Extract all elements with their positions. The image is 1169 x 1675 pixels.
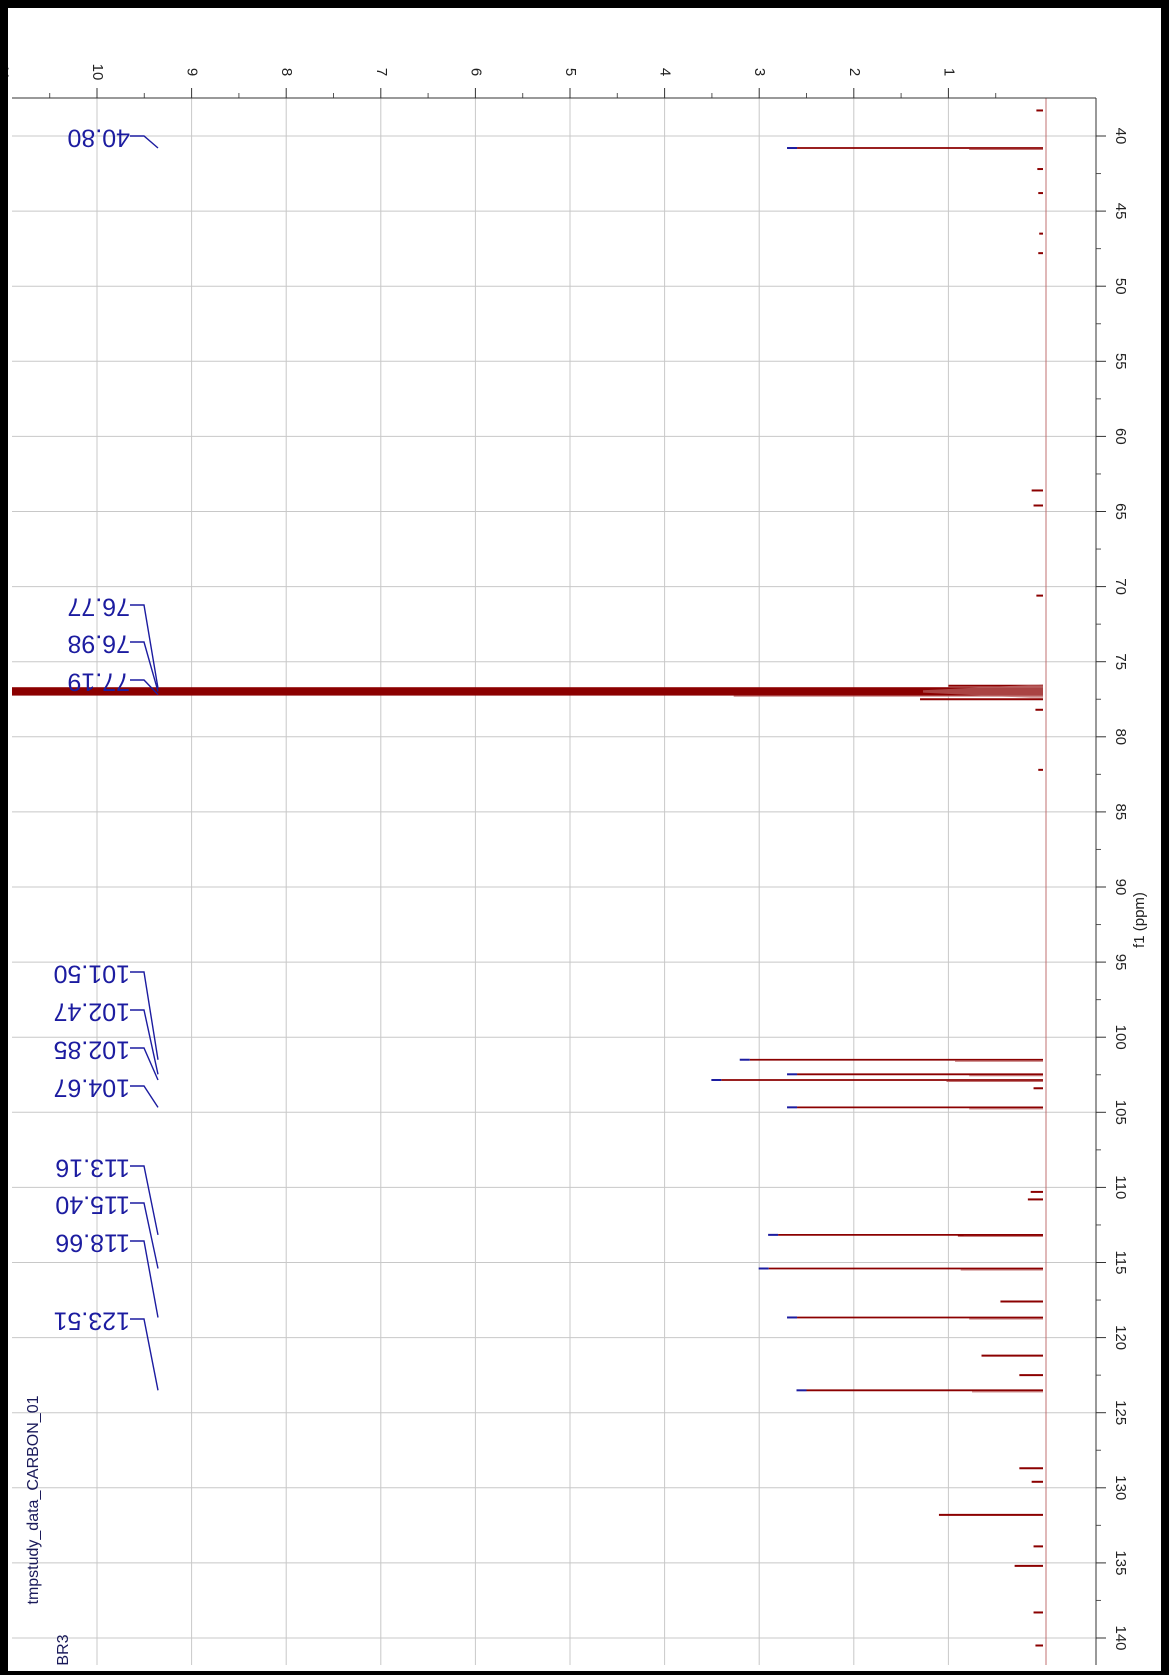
peak-label: 77.19 [67,667,130,695]
peak-label: 115.40 [55,1190,130,1218]
peak-connector [130,1240,159,1318]
x-tick-label: 100 [1112,1025,1129,1050]
peak-connector [130,135,159,149]
peak-connector [130,1085,159,1108]
peak-connector [130,1318,159,1391]
y-tick-label: 6 [467,68,484,76]
spectrum-trace [12,98,1047,1665]
peak-connector [130,679,159,696]
peak-connector [130,1009,159,1075]
x-tick-label: 80 [1112,728,1129,745]
peak-connector [130,971,159,1060]
x-tick-label: 55 [1112,353,1129,370]
solvent-peak-band [12,687,1043,696]
y-tick-label: 7 [373,68,390,76]
x-tick-label: 90 [1112,879,1129,896]
peak-label: 40.80 [67,123,130,151]
peak-connector [130,1202,159,1269]
peak-label: 123.51 [54,1306,130,1334]
peak-connector [130,1047,159,1081]
side-annotations: f1 (ppm) tmpstudy_data_CARBON_01 BR3 [25,892,1148,1665]
x-tick-label: 105 [1112,1100,1129,1125]
x-axis-title: f1 (ppm) [1131,892,1148,948]
peak-label: 102.85 [54,1035,130,1063]
peak-label: 113.16 [55,1153,130,1181]
solvent-peak-shoulder [923,684,1043,699]
peak-label: 101.50 [54,959,130,987]
x-tick-label: 115 [1112,1251,1129,1275]
y-tick-label: 1 [940,68,957,76]
x-tick-label: 60 [1112,428,1129,445]
dataset-name: tmpstudy_data_CARBON_01 [25,1395,42,1604]
y-tick-label: 4 [657,68,674,76]
grid-lines [1,98,1096,1665]
x-tick-label: 120 [1112,1325,1129,1350]
peak-connector [130,604,159,689]
y-tick-label: 2 [846,68,863,76]
sample-name: BR3 [55,1634,72,1665]
peak-label: 102.47 [54,997,130,1025]
peak-label: 118.66 [55,1228,130,1256]
peak-label: 76.98 [67,629,130,657]
axes: 1234567891011404550556065707580859095100… [0,64,1129,1665]
x-tick-label: 50 [1112,278,1129,295]
x-tick-label: 70 [1112,578,1129,595]
x-tick-label: 140 [1112,1625,1129,1650]
x-tick-label: 135 [1112,1550,1129,1575]
x-tick-label: 40 [1112,128,1129,145]
y-tick-label: 10 [89,64,106,81]
x-tick-label: 75 [1112,653,1129,670]
peak-labels: 40.80 76.77 76.98 77.19 101.50 102.47 102.85 10… [54,123,159,1391]
x-tick-label: 85 [1112,804,1129,821]
peak-label: 76.77 [67,592,130,620]
peak-connector [130,641,159,692]
x-tick-label: 130 [1112,1475,1129,1500]
x-tick-label: 125 [1112,1400,1129,1425]
x-tick-label: 45 [1112,203,1129,220]
y-tick-label: 9 [184,68,201,76]
y-tick-label: 3 [751,68,768,76]
x-tick-label: 110 [1112,1175,1129,1199]
x-tick-label: 95 [1112,954,1129,971]
x-tick-label: 65 [1112,503,1129,520]
y-tick-label: 5 [562,68,579,76]
peak-label: 104.67 [54,1073,130,1101]
y-tick-label: 8 [278,68,295,76]
peak-connector [130,1165,159,1235]
